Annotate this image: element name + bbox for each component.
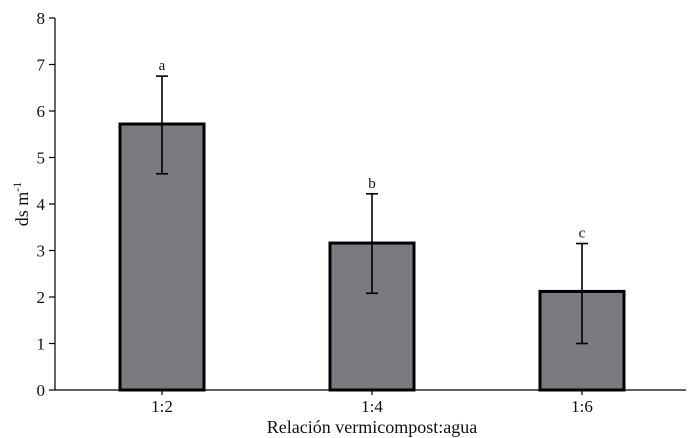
plot-area: 0 1 2 3 4 5 6 7 8 a b c 1:2 1:4 1:6 (37, 9, 686, 416)
x-axis-title: Relación vermicompost:agua (267, 417, 477, 437)
significance-labels: a b c (159, 58, 586, 241)
x-tick-label: 1:6 (571, 397, 593, 416)
y-tick-label: 6 (37, 102, 46, 121)
y-axis-title-superscript: -1 (10, 182, 24, 192)
y-tick-label: 4 (37, 195, 46, 214)
error-bar-1:6 (576, 242, 588, 345)
significance-label: c (579, 226, 586, 242)
y-axis-title-main: ds m (12, 192, 32, 227)
x-tick-label: 1:4 (361, 397, 383, 416)
error-bars (156, 75, 588, 345)
y-tick-label: 2 (37, 288, 46, 307)
y-tick-label: 5 (37, 149, 46, 168)
significance-label: a (159, 58, 166, 74)
x-tick-label: 1:2 (151, 397, 173, 416)
error-bar-1:4 (366, 192, 378, 295)
y-axis-title: ds m-1 (10, 182, 32, 227)
y-tick-label: 7 (37, 56, 46, 75)
significance-label: b (368, 176, 376, 192)
y-tick-label: 1 (37, 335, 46, 354)
x-axis-ticks: 1:2 1:4 1:6 (151, 390, 593, 416)
y-tick-label: 0 (37, 381, 46, 400)
y-axis-ticks: 0 1 2 3 4 5 6 7 8 (37, 9, 55, 400)
y-tick-label: 8 (37, 9, 46, 28)
error-bar-1:2 (156, 75, 168, 175)
y-tick-label: 3 (37, 242, 46, 261)
